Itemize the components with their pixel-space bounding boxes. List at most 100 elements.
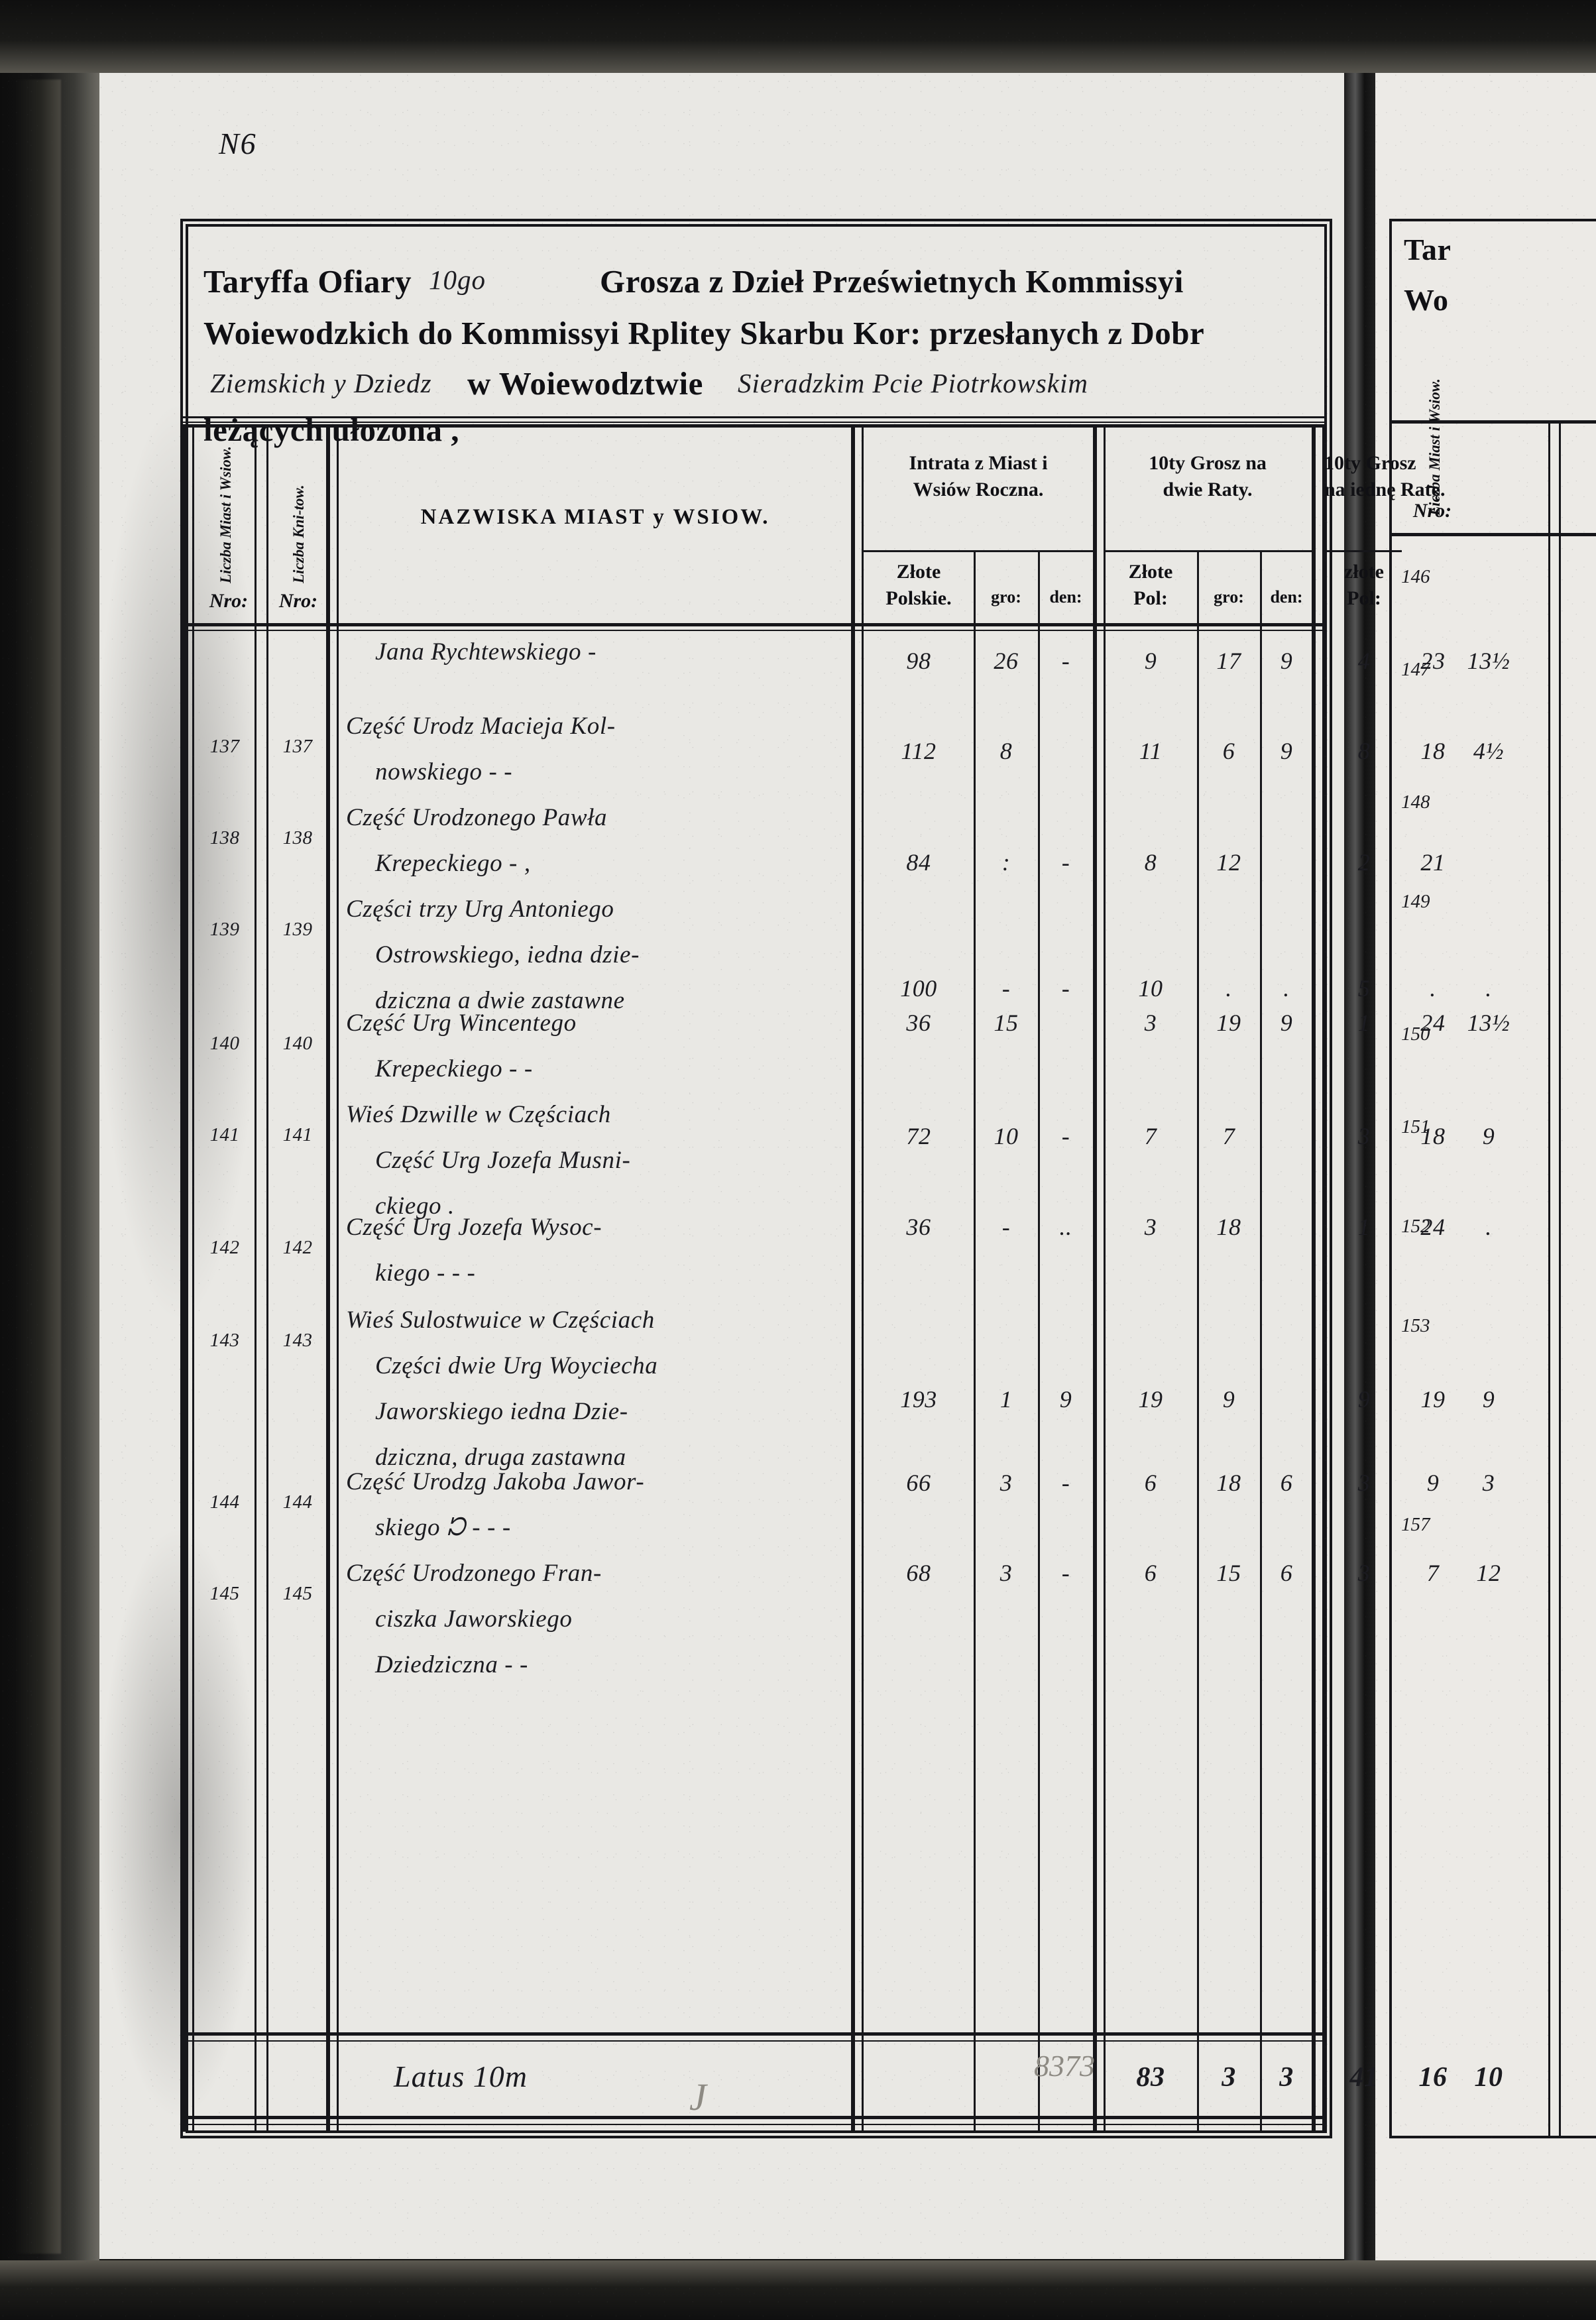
header-liczba-kni-nro: Nro: [278,590,318,612]
header-dwie-gro: gro: [1214,587,1244,607]
book-gutter-shadow [1344,27,1381,2293]
footer-iedna-zl: 41 [1349,2062,1379,2093]
row-intrata-den: - [1061,648,1070,674]
row-name-line: Część Urodzonego Fran- [346,1560,602,1587]
row-iedna-den: 12 [1476,1560,1501,1586]
table-rule-intrata-left [862,424,864,2132]
row-intrata-den: - [1061,849,1070,876]
title-line1-part2: Grosza z Dzieł Prześwietnych Kommissyi [600,263,1184,300]
row-nro-b: 140 [282,1033,313,1054]
row-dwie-zl: 9 [1144,648,1157,674]
row-dwie-zl: 6 [1144,1470,1157,1496]
title-divider-rule [183,416,1324,418]
header-rule-intrata-sub [862,550,1094,552]
page2-header-rule-top [1392,420,1596,424]
header-iedna-rata-line2: na iednę Ratę. [1324,479,1446,500]
footer-dwie-den: 3 [1279,2062,1294,2093]
row-nro-a: 145 [209,1583,240,1604]
row-iedna-gro: 7 [1426,1560,1440,1586]
footer-iedna-den: 10 [1474,2062,1503,2093]
row-iedna-gro: 9 [1426,1470,1440,1496]
row-dwie-den: 9 [1280,738,1293,764]
row-dwie-den: 6 [1280,1470,1293,1496]
header-rule-iedna-sub [1322,550,1402,552]
title-line2: Woiewodzkich do Kommissyi Rplitey Skarbu… [203,315,1205,351]
row-iedna-den: 9 [1482,1123,1495,1149]
header-intrata-den: den: [1049,587,1082,607]
row-name-line: Krepeckiego - - [375,1055,533,1082]
row-name-line: ciszka Jaworskiego [375,1605,573,1633]
row-intrata-gro: 3 [999,1470,1013,1496]
header-dwie-raty-line1: 10ty Grosz na [1149,452,1267,474]
row-nro-b: 141 [282,1124,313,1145]
table-rule-dwie-gro [1197,550,1199,2132]
table-rule-intrata-den [1038,550,1040,2132]
row-iedna-den: 9 [1482,1386,1495,1413]
row-name-line: ckiego . [375,1192,455,1220]
row-nro-a: 137 [209,736,240,757]
footer-dwie-gro: 3 [1222,2062,1236,2093]
row-dwie-gro: 19 [1216,1010,1241,1036]
page2-title-b: Wo [1404,283,1449,317]
row-intrata-den: - [1061,975,1070,1002]
header-rule-bottom [183,623,1324,626]
row-iedna-zl: 8 [1357,738,1371,764]
row-name-line: Część Urg Jozefa Wysoc- [346,1214,602,1241]
pencil-mark-letter: J [689,2075,707,2118]
footer-rule-bottom [183,2116,1324,2119]
table-rule-dwie-den [1260,550,1262,2132]
header-dwie-zlote: Złote [1128,561,1173,583]
table-rule-outer-left [183,424,187,2132]
row-dwie-zl: 10 [1138,975,1163,1002]
row-dwie-gro: 17 [1216,648,1241,674]
row-nro-b: 143 [282,1330,313,1351]
row-intrata-gro: 3 [999,1560,1013,1586]
row-dwie-gro: 12 [1216,849,1241,876]
scan-edge-top [0,0,1596,73]
row-dwie-gro: 7 [1222,1123,1235,1149]
row-intrata-zl: 72 [906,1123,931,1149]
row-iedna-zl: 1 [1357,1010,1371,1036]
row-name-line: Jaworskiego iedna Dzie- [375,1398,628,1425]
header-intrata-polskie: Polskie. [885,587,952,609]
scan-edge-left-inner [15,80,61,2254]
table-rule-nro-a2 [266,424,268,2132]
row-name-line: Części trzy Urg Antoniego [346,896,614,923]
row-iedna-zl: 4 [1357,648,1371,674]
pencil-mark-number: 8373 [1034,2049,1095,2083]
row-iedna-zl: 3 [1357,1470,1371,1496]
table-rule-dwie-left2 [1104,424,1106,2132]
page2-header-liczba-label: Liczba Miast i Wsiow. [1426,378,1443,516]
row-dwie-zl: 8 [1144,849,1157,876]
row-dwie-den: 9 [1280,648,1293,674]
row-iedna-gro: 19 [1420,1386,1446,1413]
row-intrata-zl: 66 [906,1470,931,1496]
row-intrata-gro: 26 [994,648,1019,674]
row-dwie-den: . [1283,975,1290,1002]
row-name-line: skiego ᘰ - - - [375,1514,511,1541]
row-intrata-zl: 193 [900,1386,937,1413]
row-intrata-zl: 100 [900,975,937,1002]
row-dwie-zl: 11 [1139,738,1163,764]
row-nro-a: 139 [209,919,240,940]
footer-iedna-gro: 16 [1418,2062,1448,2093]
row-intrata-zl: 36 [906,1010,931,1036]
title-line3-printed: w Woiewodztwie [467,365,703,402]
row-name-line: Ostrowskiego, iedna dzie- [375,941,640,968]
table-rule-nro-a [255,424,256,2132]
row-name-line: Część Urg Jozefa Musni- [375,1147,631,1174]
header-iedna-rata-line1: 10ty Grosz [1324,452,1416,474]
header-intrata-line2: Wsiów Roczna. [913,479,1044,500]
row-nro-b: 139 [282,919,313,940]
taryffa-table: Liczba Miast i Wsiow. Nro: Liczba Kni-to… [183,424,1510,2134]
row-name-line: nowskiego - - [375,758,513,785]
page2-number: 153 [1401,1315,1430,1336]
row-name-line: Wieś Dzwille w Częściach [346,1101,611,1128]
row-intrata-den: 9 [1059,1386,1072,1413]
row-intrata-zl: 84 [906,849,931,876]
table-rule-names-right [851,424,855,2132]
row-intrata-zl: 98 [906,648,931,674]
table-rule-names-left [337,424,339,2132]
row-dwie-gro: 9 [1222,1386,1235,1413]
table-rule-dwie-left [1093,424,1097,2132]
